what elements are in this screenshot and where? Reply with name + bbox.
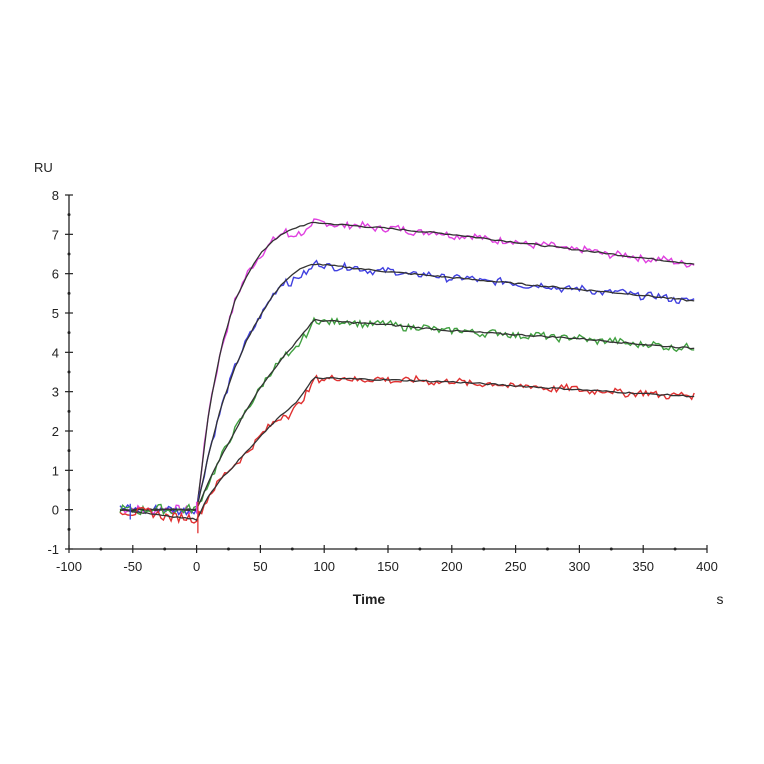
x-tick-label: 350 bbox=[632, 559, 654, 574]
y-minor-tick bbox=[67, 488, 71, 492]
x-axis-unit: s bbox=[717, 591, 724, 607]
y-minor-tick bbox=[67, 291, 71, 295]
x-minor-tick bbox=[354, 547, 358, 551]
y-tick-label: 1 bbox=[52, 463, 59, 478]
x-tick-label: 0 bbox=[193, 559, 200, 574]
fit-curve bbox=[119, 221, 695, 512]
x-minor-tick bbox=[609, 547, 613, 551]
fit-curve bbox=[119, 263, 695, 512]
y-minor-tick bbox=[67, 331, 71, 335]
x-tick-label: -50 bbox=[123, 559, 142, 574]
y-axis-label: RU bbox=[34, 160, 53, 175]
y-minor-tick bbox=[67, 252, 71, 256]
y-minor-tick bbox=[67, 370, 71, 374]
plot-area bbox=[119, 218, 695, 534]
x-tick-label: 200 bbox=[441, 559, 463, 574]
y-tick-label: 2 bbox=[52, 424, 59, 439]
y-ticks: -1 0 1 2 3 4 5 6 7 8 bbox=[47, 188, 73, 557]
y-tick-label: 7 bbox=[52, 227, 59, 242]
x-tick-label: 300 bbox=[569, 559, 591, 574]
x-minor-tick bbox=[418, 547, 422, 551]
fit-curve bbox=[119, 376, 695, 522]
x-ticks: -100 -50 0 50 100 150 200 250 300 350 400 bbox=[56, 545, 718, 574]
y-minor-tick bbox=[67, 449, 71, 453]
x-tick-label: 150 bbox=[377, 559, 399, 574]
x-minor-tick bbox=[163, 547, 167, 551]
x-tick-label: 50 bbox=[253, 559, 267, 574]
y-tick-label: 5 bbox=[52, 306, 59, 321]
measured-curve bbox=[119, 316, 695, 516]
y-minor-tick bbox=[67, 527, 71, 531]
x-minor-tick bbox=[290, 547, 294, 551]
x-minor-tick bbox=[546, 547, 549, 551]
x-tick-label: -100 bbox=[56, 559, 82, 574]
y-minor-tick bbox=[67, 213, 71, 217]
x-tick-label: 100 bbox=[313, 559, 335, 574]
y-tick-label: 4 bbox=[52, 345, 59, 360]
fit-curve bbox=[119, 318, 695, 512]
x-minor-tick bbox=[673, 547, 677, 551]
y-minor-tick bbox=[67, 409, 71, 413]
y-tick-label: 0 bbox=[52, 503, 59, 518]
x-tick-label: 400 bbox=[696, 559, 718, 574]
measured-curve bbox=[119, 218, 695, 517]
x-minor-tick bbox=[227, 547, 230, 551]
y-tick-label: 8 bbox=[52, 188, 59, 203]
axes: -1 0 1 2 3 4 5 6 7 8 -100 -50 0 50 100 150 200 250 300 350… bbox=[34, 160, 724, 607]
x-minor-tick bbox=[482, 547, 486, 551]
y-tick-label: 3 bbox=[52, 385, 59, 400]
y-tick-label: -1 bbox=[47, 542, 59, 557]
x-minor-tick bbox=[99, 547, 103, 551]
x-axis-label: Time bbox=[353, 591, 386, 607]
measured-curve bbox=[119, 259, 695, 516]
y-tick-label: 6 bbox=[52, 267, 59, 282]
x-tick-label: 250 bbox=[505, 559, 527, 574]
